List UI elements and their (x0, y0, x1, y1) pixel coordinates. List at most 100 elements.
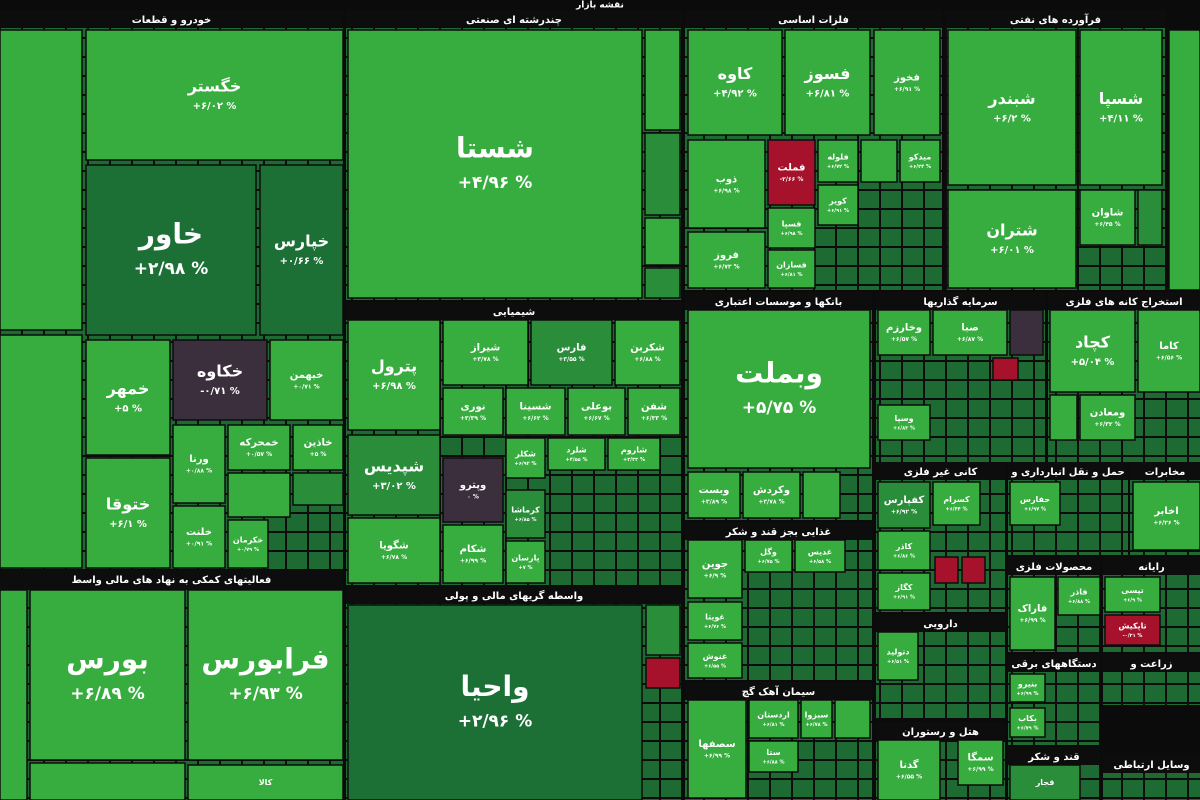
page-title: نقشه بازار (575, 1, 624, 11)
tile-label: شسینا (520, 401, 552, 412)
sector-title-band (1008, 654, 1100, 672)
tile-change: +۶/۹۸ % (372, 381, 416, 392)
sector-title: کانی غیر فلزی (904, 467, 978, 478)
sector-title-band (685, 682, 872, 700)
tile (1009, 673, 1046, 703)
tile (505, 387, 566, 436)
tile-label: بکاب (1018, 714, 1037, 723)
sector-title: رایانه (1138, 562, 1165, 573)
sector-title: بانکها و موسسات اعتباری (715, 297, 842, 308)
tile (505, 437, 546, 479)
tile-change: +۶/۳۲ % (1094, 421, 1120, 428)
sector-title-band (346, 302, 682, 320)
tile-change: +۶/۸۶ % (893, 553, 915, 559)
tile (347, 517, 441, 584)
tile-label: وبست (699, 485, 730, 496)
tile-label: خکاوه (197, 361, 243, 380)
tile (259, 164, 344, 336)
tile-label: خبهمن (290, 370, 324, 381)
tile (877, 309, 931, 356)
tile-change: +۶/۵۵ % (704, 663, 726, 669)
tile (687, 471, 741, 519)
tile (687, 139, 766, 229)
tile-change: ۰ % (467, 493, 479, 500)
tile (877, 404, 931, 441)
tile-label: فملت (778, 162, 806, 173)
tile (860, 139, 898, 183)
tile-change: +۶/۷۵ % (758, 559, 780, 565)
tile (877, 572, 931, 611)
tile-change: +۶/۸۵ % (515, 517, 537, 523)
tile-label: حفارس (1020, 495, 1050, 505)
tile-change: +۴/۹۲ % (713, 88, 757, 99)
tile-change: +۲/۹۶ % (458, 712, 533, 732)
tile (834, 699, 871, 739)
tile-change: +۶/۹۲ % (891, 508, 917, 515)
tile-label: ستا (766, 748, 780, 757)
tile (687, 601, 743, 641)
tile-label: تپسی (1121, 586, 1144, 595)
tile-label: بورس (66, 643, 149, 676)
sector-title: سیمان آهک گچ (742, 685, 816, 698)
tile-change: +۶/۷۲ % (827, 164, 849, 170)
tile (0, 589, 28, 800)
sector-title-band (346, 586, 682, 604)
tile-change: +۳/۷۸ % (758, 498, 784, 505)
tile (172, 339, 268, 421)
sector-title-band (1103, 755, 1200, 773)
tile-label: وخارزم (886, 322, 922, 333)
sector-title: فرآورده های نفتی (1010, 13, 1101, 26)
tile (1137, 309, 1200, 393)
tile-label: فخوز (893, 72, 920, 83)
tile-label: خمهر (106, 379, 150, 398)
tile-label: کاوه (718, 64, 753, 83)
tile-label: اردستان (757, 710, 790, 719)
tile-label: اخابر (1153, 506, 1178, 517)
tile-change: +۶/۸۳ % (893, 425, 915, 431)
tile-change: +۴/۹۶ % (458, 173, 533, 193)
tile-change: -۰/۲۱ % (1123, 633, 1143, 639)
tile-label: شلرد (566, 445, 586, 454)
tile-label: کاذر (895, 542, 913, 551)
tile-label: وکردش (753, 485, 790, 496)
tile (627, 387, 681, 436)
tile (1009, 707, 1046, 738)
tile (644, 267, 681, 299)
tile (347, 434, 441, 516)
tile-change: +۶/۹۹ % (460, 557, 486, 564)
tile-label: صبا (961, 322, 979, 333)
sector-title: خودرو و قطعات (132, 15, 212, 26)
tile (1079, 29, 1163, 186)
tile-change: +۶/۸۱ % (806, 88, 850, 99)
sector-title: حمل و نقل انبارداری و (1010, 467, 1124, 478)
tile (932, 481, 981, 526)
tile (1137, 189, 1163, 246)
tile-label: کرماشا (511, 505, 540, 514)
tile (187, 764, 344, 800)
tile-change: +۶/۹ % (1123, 597, 1142, 603)
tile (1079, 394, 1136, 441)
tile-label: کالا (259, 778, 273, 787)
tile-change: +۵ % (114, 403, 142, 414)
tile (767, 249, 816, 289)
tile-change: +۶/۹۹ % (1017, 691, 1039, 697)
sector (1103, 773, 1200, 800)
tile-change: -۰/۷۱ % (200, 386, 240, 397)
tile (1057, 576, 1101, 616)
tile-change: -۲/۶۶ % (780, 176, 804, 183)
tile (687, 309, 871, 469)
tile (800, 699, 833, 739)
tile-label: خاذین (304, 437, 333, 448)
tile-change: +۴/۵۵ % (566, 457, 588, 463)
tile (1104, 614, 1161, 646)
tile (0, 29, 83, 331)
tile-label: فرابورس (201, 643, 329, 676)
tile-change: +۳/۳۳ % (623, 457, 645, 463)
tile-label: شگویا (379, 538, 409, 551)
tile-change: +۶/۵۵ % (896, 773, 922, 780)
sector-title-band (346, 10, 682, 28)
tile-label: خگستر (187, 76, 242, 95)
tile-change: +۶/۲۶ % (1153, 519, 1179, 526)
tile (442, 457, 504, 523)
tile-change: +۶/۹۸ % (781, 231, 803, 237)
